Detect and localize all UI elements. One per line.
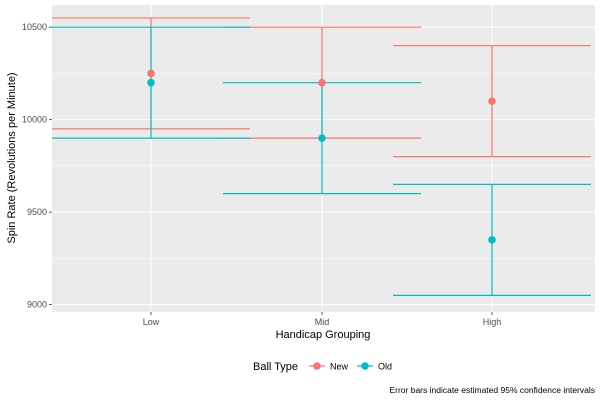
legend-key-point-new bbox=[313, 362, 321, 370]
x-tick-label: Low bbox=[143, 317, 160, 327]
axis-ticks: 9000 9500 10000 10500 Low Mid High bbox=[22, 22, 501, 327]
legend-key-point-old bbox=[361, 362, 369, 370]
x-axis-title: Handicap Grouping bbox=[276, 329, 371, 341]
legend-title: Ball Type bbox=[253, 361, 298, 373]
y-tick-label: 10000 bbox=[22, 115, 47, 125]
x-tick-label: High bbox=[483, 317, 502, 327]
point-new bbox=[488, 97, 496, 105]
legend-keys: New Old bbox=[309, 362, 392, 372]
y-tick-label: 9500 bbox=[27, 207, 47, 217]
point-old bbox=[147, 78, 155, 87]
legend: Ball Type New Old bbox=[253, 361, 392, 373]
point-old bbox=[318, 134, 326, 142]
legend-label-old: Old bbox=[378, 362, 392, 372]
point-new bbox=[318, 78, 326, 87]
legend-label-new: New bbox=[330, 362, 349, 372]
y-axis-title: Spin Rate (Revolutions per Minute) bbox=[6, 72, 18, 243]
points bbox=[147, 69, 496, 244]
point-new bbox=[147, 69, 155, 78]
y-tick-label: 9000 bbox=[27, 300, 47, 310]
y-tick-label: 10500 bbox=[22, 22, 47, 32]
caption: Error bars indicate estimated 95% confid… bbox=[389, 385, 595, 395]
x-tick-label: Mid bbox=[315, 317, 330, 327]
plot-panel bbox=[52, 5, 595, 312]
point-old bbox=[488, 236, 496, 244]
